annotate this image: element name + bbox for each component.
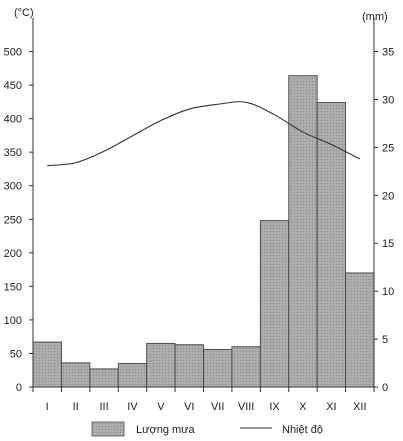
left-tick-label: 400 [4, 114, 22, 126]
legend-temperature-label: Nhiệt độ [282, 424, 323, 436]
right-tick-label: 25 [382, 142, 394, 154]
month-label-X: X [299, 401, 307, 413]
rainfall-bar-IV [117, 363, 148, 388]
month-label-II: II [73, 401, 79, 413]
axes [32, 18, 375, 392]
left-tick-label: 350 [4, 147, 22, 159]
month-label-III: III [99, 401, 108, 413]
month-label-IX: IX [269, 401, 280, 413]
right-tick-label: 30 [382, 94, 394, 106]
left-tick-label: 0 [16, 382, 22, 394]
legend: Lượng mưa Nhiệt độ [91, 421, 323, 437]
left-tick-label: 500 [4, 47, 22, 59]
rainfall-bar-VI [174, 344, 204, 388]
rainfall-bar-V [146, 342, 176, 388]
right-tick-label: 15 [382, 238, 394, 250]
month-label-XI: XI [326, 401, 336, 413]
rainfall-bar-III [89, 368, 119, 388]
left-tick-label: 50 [10, 348, 22, 360]
right-tick-label: 10 [382, 286, 394, 298]
right-tick-label: 20 [382, 190, 394, 202]
x-axis-labels: I II III IV V VI VII VIII IX X XI XII [46, 401, 367, 413]
rainfall-bar-II [60, 362, 91, 388]
left-tick-label: 150 [4, 281, 22, 293]
month-label-VII: VII [211, 401, 224, 413]
left-tick-label: 100 [4, 315, 22, 327]
month-label-XII: XII [353, 401, 366, 413]
temperature-line-layer [47, 101, 361, 167]
rainfall-bar-XI [316, 102, 347, 388]
temperature-line [47, 101, 361, 167]
legend-rainfall-swatch [91, 421, 125, 437]
left-axis-unit: (°C) [14, 7, 34, 19]
right-axis-ticks: 0 5 10 15 20 25 30 35 [374, 47, 394, 394]
left-tick-label: 300 [4, 181, 22, 193]
rainfall-bar-VII [203, 348, 233, 388]
right-tick-label: 35 [382, 47, 394, 59]
month-label-I: I [46, 401, 49, 413]
rainfall-bar-IX [259, 220, 290, 388]
rainfall-bars [32, 75, 375, 388]
rainfall-bar-XII [345, 272, 375, 388]
legend-rainfall-label: Lượng mưa [136, 424, 196, 436]
rainfall-bar-X [288, 75, 318, 388]
left-axis-ticks: 0 50 100 150 200 250 300 350 400 450 500 [4, 47, 33, 394]
left-tick-label: 200 [4, 248, 22, 260]
left-tick-label: 250 [4, 214, 22, 226]
month-label-V: V [157, 401, 165, 413]
right-tick-label: 0 [382, 382, 388, 394]
rainfall-bar-I [32, 341, 62, 388]
right-axis-unit: (mm) [362, 11, 388, 23]
month-label-IV: IV [127, 401, 138, 413]
month-label-VI: VI [184, 401, 194, 413]
month-label-VIII: VIII [238, 401, 255, 413]
right-tick-label: 5 [382, 334, 388, 346]
left-tick-label: 450 [4, 80, 22, 92]
rainfall-bar-VIII [231, 346, 261, 388]
